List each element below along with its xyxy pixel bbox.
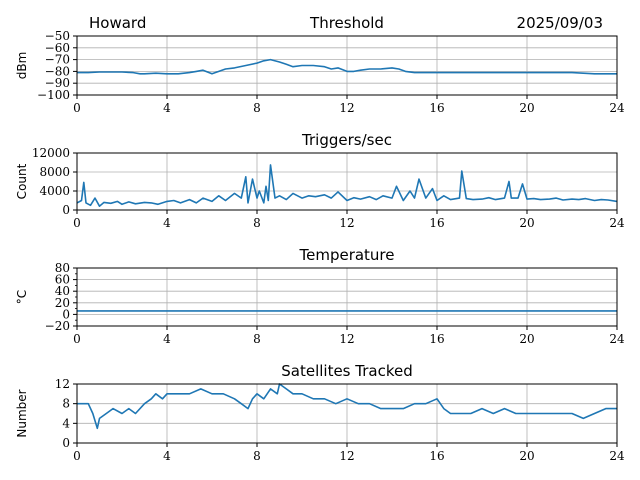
satellites-xtick-label-2: 8: [253, 449, 261, 463]
triggers-series-line: [76, 164, 618, 207]
temperature-ytick-label-0: −20: [45, 319, 70, 333]
satellites-xtick-label-0: 0: [73, 449, 81, 463]
temperature-xtick-label-5: 20: [519, 332, 534, 346]
temperature-xtick-label-2: 8: [253, 332, 261, 346]
threshold-xtick-label-0: 0: [73, 101, 81, 115]
triggers-xtick-label-6: 24: [609, 216, 625, 230]
threshold-ytick-label-3: −70: [45, 53, 70, 67]
satellites-ytick-label-2: 8: [62, 397, 70, 411]
temperature-ytick-label-1: 0: [62, 307, 70, 321]
station-name: Howard: [89, 14, 146, 32]
threshold-xtick-label-5: 20: [519, 101, 534, 115]
satellites-panel: 0 4 8 12 16 20 24 0 4 8 12 Satellites Tracked Number: [15, 362, 625, 463]
triggers-ytick-label-0: 0: [62, 203, 70, 217]
triggers-title: Triggers/sec: [301, 131, 392, 149]
satellites-xtick-label-1: 4: [163, 449, 171, 463]
temperature-xtick-label-6: 24: [609, 332, 625, 346]
temperature-xtick-label-3: 12: [339, 332, 354, 346]
satellites-xtick-label-6: 24: [609, 449, 625, 463]
satellites-xtick-label-4: 16: [429, 449, 444, 463]
triggers-ylabel: Count: [15, 163, 29, 199]
temperature-xtick-label-0: 0: [73, 332, 81, 346]
triggers-ytick-label-1: 4000: [39, 184, 70, 198]
threshold-ytick-label-4: −60: [45, 41, 70, 55]
temperature-ytick-label-5: 80: [55, 261, 70, 275]
triggers-ytick-label-2: 8000: [39, 165, 70, 179]
temperature-ytick-label-4: 60: [55, 273, 70, 287]
threshold-xtick-label-4: 16: [429, 101, 444, 115]
triggers-xtick-label-0: 0: [73, 216, 81, 230]
triggers-panel: 0 4 8 12 16 20 24 0 4000 8000 12000 Triggers/sec Cou…: [15, 131, 625, 230]
threshold-panel: 0 4 8 12 16 20 24 −100−90−80−70−60−50 Threshold d…: [15, 14, 625, 115]
threshold-xtick-label-3: 12: [339, 101, 354, 115]
triggers-xtick-label-4: 16: [429, 216, 444, 230]
date-label: 2025/09/03: [517, 14, 603, 32]
temperature-ylabel: °C: [15, 290, 29, 304]
threshold-ytick-label-1: −90: [45, 76, 70, 90]
temperature-xtick-label-4: 16: [429, 332, 444, 346]
temperature-xtick-label-1: 4: [163, 332, 171, 346]
satellites-series-line: [77, 383, 617, 430]
triggers-xtick-label-5: 20: [519, 216, 534, 230]
threshold-xtick-label-1: 4: [163, 101, 171, 115]
triggers-xtick-label-2: 8: [253, 216, 261, 230]
satellites-ylabel: Number: [15, 389, 29, 437]
temperature-title: Temperature: [298, 246, 394, 264]
threshold-series-line: [77, 58, 617, 75]
triggers-ytick-label-3: 12000: [32, 146, 70, 160]
threshold-title: Threshold: [309, 14, 384, 32]
satellites-ytick-label-1: 4: [62, 416, 70, 430]
threshold-xtick-label-6: 24: [609, 101, 625, 115]
satellites-ytick-label-0: 0: [62, 436, 70, 450]
satellites-title: Satellites Tracked: [281, 362, 412, 380]
threshold-ylabel: dBm: [15, 52, 29, 80]
threshold-ytick-label-0: −100: [37, 88, 70, 102]
satellites-xtick-label-5: 20: [519, 449, 534, 463]
triggers-xtick-label-1: 4: [163, 216, 171, 230]
satellites-xtick-label-3: 12: [339, 449, 354, 463]
triggers-xtick-label-3: 12: [339, 216, 354, 230]
threshold-xtick-label-2: 8: [253, 101, 261, 115]
temperature-ytick-label-3: 40: [55, 284, 70, 298]
threshold-ytick-label-5: −50: [45, 29, 70, 43]
threshold-ytick-label-2: −80: [45, 64, 70, 78]
satellites-ytick-label-3: 12: [55, 377, 70, 391]
temperature-ytick-label-2: 20: [55, 296, 70, 310]
